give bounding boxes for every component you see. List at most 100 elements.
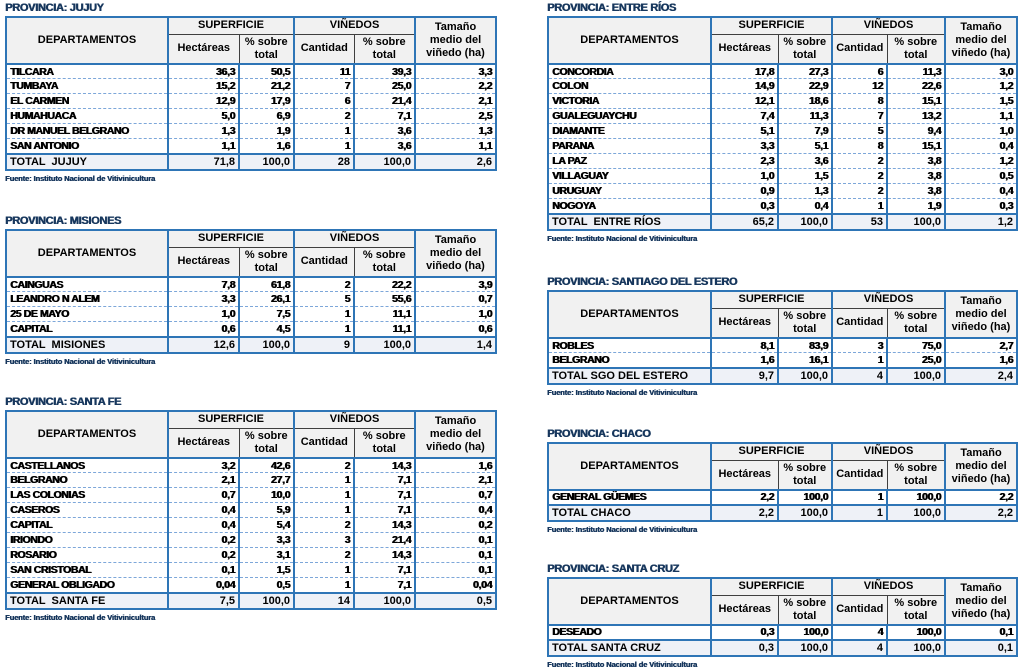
value-cell: 0,6 [168,321,240,337]
value-cell: 26,1 [239,291,296,308]
value-cell: 6,9 [239,108,296,125]
province-table: DEPARTAMENTOS SUPERFICIE VIÑEDOS Tamaño med… [5,229,497,354]
total-row: TOTAL ENTRE RÍOS 65,2 100,0 53 100,0 1,2 [548,212,1017,230]
header-sub-row: Hectáreas% sobre total Cantidad% sobre to… [548,459,1017,491]
total-row: TOTAL SANTA CRUZ 0,3 100,0 4 100,0 0,1 [548,638,1017,656]
value-cell: 0,1 [999,626,1013,639]
value-cell: 16,1 [778,352,834,368]
value-cell: 6 [832,63,889,80]
total-value-cell: 100,0 [778,212,834,230]
col-group-superficie: SUPERFICIE [710,16,834,35]
value-cell: 2 [294,276,356,293]
value-cell: 25,0 [887,352,947,368]
value-cell: 100,0 [778,624,834,640]
col-group-vinedos: VIÑEDOS [293,16,417,35]
col-group-vinedos: VIÑEDOS [831,442,947,461]
department-cell: LAS COLONIAS [6,487,169,504]
total-value-cell: 100,0 [887,503,947,521]
value-cell: 27,3 [778,63,834,80]
value-cell: 0,1 [168,562,240,579]
header-sub-row: Hectáreas% sobre total Cantidad% sobre to… [6,246,496,278]
value-cell: 0,4 [168,502,240,519]
table-row: DESEADO 0,3 100,0 4 100,0 0,1 [548,624,1017,640]
source-note: Fuente: Instituto Nacional de Vitivinicu… [547,524,697,534]
value-cell: 3,2 [168,457,240,474]
department-cell: GENERAL GÜEMES [548,489,712,505]
value-cell: 2,2 [415,78,496,95]
source-note: Fuente: Instituto Nacional de Vitivinicu… [5,173,155,183]
col-header-cantidad: Cantidad [831,459,888,491]
table-row: CAPITAL 0,4 5,4 2 14,3 0,2 [6,517,496,534]
table-row: LEANDRO N ALEM 3,3 26,1 5 55,6 0,7 [6,291,496,308]
value-cell: 0,7 [168,487,240,504]
value-cell: 12 [832,78,889,95]
col-header-hectareas: Hectáreas [710,459,779,491]
total-value-cell: 100,0 [778,638,834,656]
value-cell: 0,1 [415,532,496,549]
province-title: PROVINCIA: CHACO [547,428,651,440]
value-cell: 1,3 [168,123,240,140]
department-cell: VILLAGUAY [548,168,712,185]
value-cell: 11,3 [778,108,834,125]
value-cell: 25,0 [354,78,417,95]
department-cell: CONCORDIA [548,63,712,80]
value-cell: 11,1 [354,306,417,323]
value-cell: 55,6 [354,291,417,308]
value-cell: 3 [832,337,889,354]
value-cell: 15,1 [887,93,947,110]
value-cell: 21,4 [354,93,417,110]
value-cell: 0,4 [778,198,834,214]
col-header-departamentos: DEPARTAMENTOS [5,410,169,459]
value-cell: 7,5 [239,306,296,323]
header-sub-row: Hectáreas% sobre total Cantidad% sobre to… [6,33,496,65]
value-cell: 12,9 [168,93,240,110]
table-row: PARANA 3,3 5,1 8 15,1 0,4 [548,138,1017,155]
value-cell: 10,0 [239,487,296,504]
value-cell: 1,1 [478,140,492,153]
province-section-chaco: PROVINCIA: CHACO DEPARTAMENTOS SUPERFICIE… [547,428,1018,534]
col-header-tamano-medio: Tamaño medio del viñedo (ha) [414,229,497,278]
department-cell: NOGOYA [548,198,712,214]
total-value-cell: 1,4 [415,335,496,353]
department-cell: CAINGUAS [6,276,169,293]
total-value-cell: 100,0 [778,366,834,384]
province-table: DEPARTAMENTOS SUPERFICIE VIÑEDOS Tamaño med… [547,577,1018,657]
department-cell: LA PAZ [548,153,712,170]
total-value-cell: 100,0 [887,638,947,656]
value-cell: 100,0 [778,489,834,505]
col-group-vinedos: VIÑEDOS [831,577,947,596]
table-row: LA PAZ 2,3 3,6 2 3,8 1,2 [548,153,1017,170]
value-cell: 13,2 [887,108,947,125]
total-value-cell: 100,0 [239,335,296,353]
value-cell: 18,6 [778,93,834,110]
total-label-cell: TOTAL CHACO [548,503,712,521]
value-cell: 0,4 [945,138,1017,155]
value-cell: 21,2 [239,78,296,95]
department-cell: DESEADO [548,624,712,640]
col-group-vinedos: VIÑEDOS [293,410,417,429]
province-table: DEPARTAMENTOS SUPERFICIE VIÑEDOS Tamaño med… [547,16,1018,231]
total-value-cell: 28 [294,152,356,170]
department-cell: ROBLES [548,337,712,354]
total-value-cell: 100,0 [354,152,417,170]
value-cell: 3,6 [778,153,834,170]
department-cell: SAN CRISTOBAL [6,562,169,579]
col-header-hectareas: Hectáreas [167,427,240,459]
value-cell: 0,2 [168,532,240,549]
value-cell: 6 [294,93,356,110]
col-header-cantidad: Cantidad [831,307,888,339]
table-row: CAPITAL 0,6 4,5 1 11,1 0,6 [6,321,496,337]
value-cell: 1 [294,321,356,337]
total-row: TOTAL JUJUY 71,8 100,0 28 100,0 2,6 [6,152,496,170]
value-cell: 100,0 [887,624,947,640]
value-cell: 3,8 [887,153,947,170]
value-cell: 1 [294,487,356,504]
value-cell: 0,1 [415,562,496,579]
value-cell: 1 [294,306,356,323]
value-cell: 2 [294,108,356,125]
table-row: ROSARIO 0,2 3,1 2 14,3 0,1 [6,547,496,564]
table-row: GUALEGUAYCHU 7,4 11,3 7 13,2 1,1 [548,108,1017,125]
header-group-row: DEPARTAMENTOS SUPERFICIE VIÑEDOS Tamaño med… [5,16,497,65]
table-row: BELGRANO 1,6 16,1 1 25,0 1,6 [548,352,1017,368]
value-cell: 42,6 [239,457,296,474]
